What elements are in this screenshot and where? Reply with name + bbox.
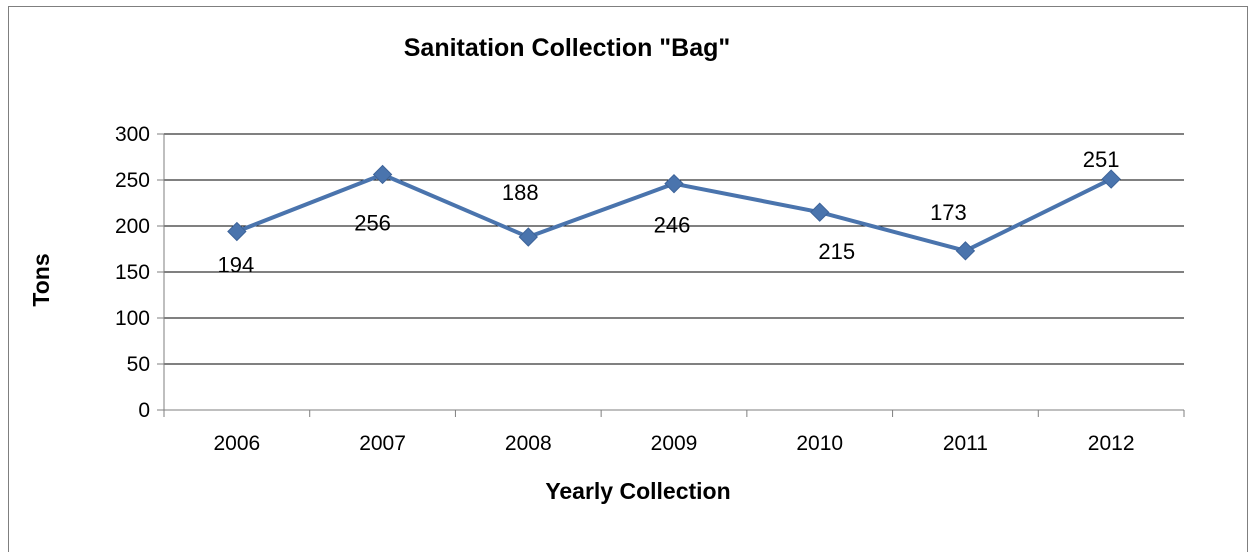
y-tick-label: 100 [115, 307, 150, 330]
x-tick-label: 2012 [1088, 432, 1135, 455]
data-point-marker [518, 227, 538, 247]
x-tick-label: 2006 [213, 432, 260, 455]
data-point-marker [1101, 169, 1121, 189]
data-point-marker [372, 164, 393, 185]
x-tick-label: 2009 [651, 432, 698, 455]
x-tick-label: 2010 [796, 432, 843, 455]
data-label: 188 [502, 180, 539, 205]
data-point-marker [810, 202, 830, 222]
x-tick-label: 2011 [943, 432, 988, 455]
y-tick-label: 50 [127, 353, 150, 376]
y-tick-label: 0 [138, 399, 150, 422]
y-axis-title: Tons [28, 253, 54, 306]
x-tick-label: 2007 [359, 432, 406, 455]
y-tick-label: 300 [115, 123, 150, 146]
data-label: 251 [1083, 147, 1120, 172]
data-label: 246 [654, 213, 691, 238]
data-label: 256 [354, 210, 391, 235]
x-tick-label: 2008 [505, 432, 552, 455]
plot-area: 0 50 100 150 200 250 300 2006 2007 2008 2009 2010 20… [115, 123, 1185, 455]
data-point-marker [664, 173, 684, 194]
chart-title: Sanitation Collection "Bag" [404, 34, 731, 62]
data-label: 194 [217, 253, 254, 278]
data-label: 215 [818, 239, 855, 264]
data-label: 173 [930, 200, 967, 225]
data-point-marker [955, 241, 976, 261]
y-tick-label: 150 [115, 261, 150, 284]
x-axis-title: Yearly Collection [545, 478, 730, 504]
y-tick-label: 200 [115, 215, 150, 238]
chart-frame [8, 6, 1248, 552]
y-tick-label: 250 [115, 169, 150, 192]
data-point-marker [227, 221, 247, 242]
